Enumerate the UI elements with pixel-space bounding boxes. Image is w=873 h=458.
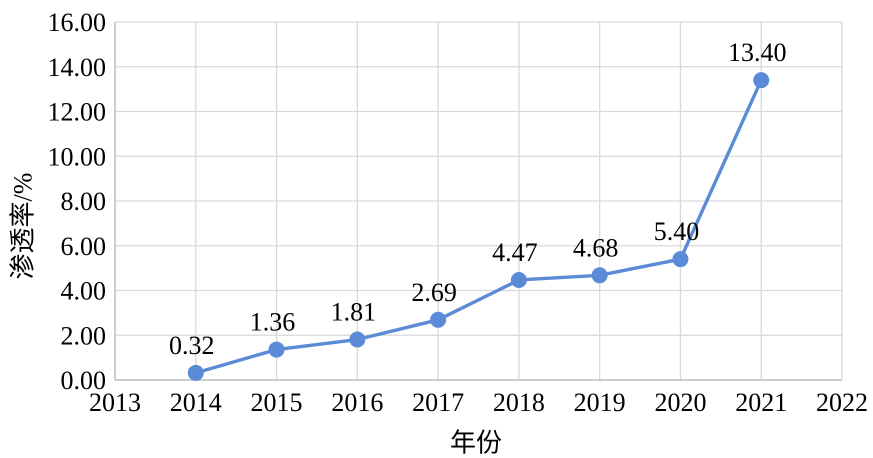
data-point-marker: [753, 72, 770, 89]
data-point-marker: [591, 267, 608, 284]
x-tick-label: 2017: [412, 388, 464, 417]
y-tick-label: 4.00: [61, 277, 107, 306]
data-point-marker: [430, 311, 447, 328]
data-point-marker: [349, 331, 366, 348]
y-tick-label: 2.00: [61, 321, 107, 350]
y-tick-label: 14.00: [48, 53, 107, 82]
data-point-marker: [672, 251, 689, 268]
data-point-label: 5.40: [654, 217, 700, 246]
x-tick-label: 2019: [574, 388, 626, 417]
data-point-label: 4.47: [492, 238, 538, 267]
data-point-label: 13.40: [728, 38, 787, 67]
x-tick-label: 2014: [170, 388, 222, 417]
data-point-marker: [268, 341, 285, 358]
y-axis-title: 渗透率/%: [8, 172, 38, 280]
x-tick-label: 2013: [89, 388, 141, 417]
y-tick-label: 16.00: [48, 8, 107, 37]
x-tick-label: 2022: [816, 388, 868, 417]
y-tick-label: 6.00: [61, 232, 107, 261]
x-tick-label: 2015: [251, 388, 303, 417]
y-tick-label: 0.00: [61, 366, 107, 395]
y-tick-label: 8.00: [61, 187, 107, 216]
data-point-marker: [510, 271, 527, 288]
data-point-label: 4.68: [573, 233, 619, 262]
x-tick-label: 2021: [735, 388, 787, 417]
x-axis-title: 年份: [449, 428, 503, 458]
data-point-label: 2.69: [411, 278, 457, 307]
y-tick-label: 12.00: [48, 98, 107, 127]
x-tick-label: 2018: [493, 388, 545, 417]
data-point-label: 0.32: [169, 331, 215, 360]
data-point-marker: [187, 364, 204, 381]
x-tick-label: 2020: [654, 388, 706, 417]
data-point-label: 1.81: [331, 298, 377, 327]
y-tick-label: 10.00: [48, 142, 107, 171]
data-point-label: 1.36: [250, 308, 296, 337]
x-tick-label: 2016: [331, 388, 383, 417]
data-line: [194, 78, 763, 375]
